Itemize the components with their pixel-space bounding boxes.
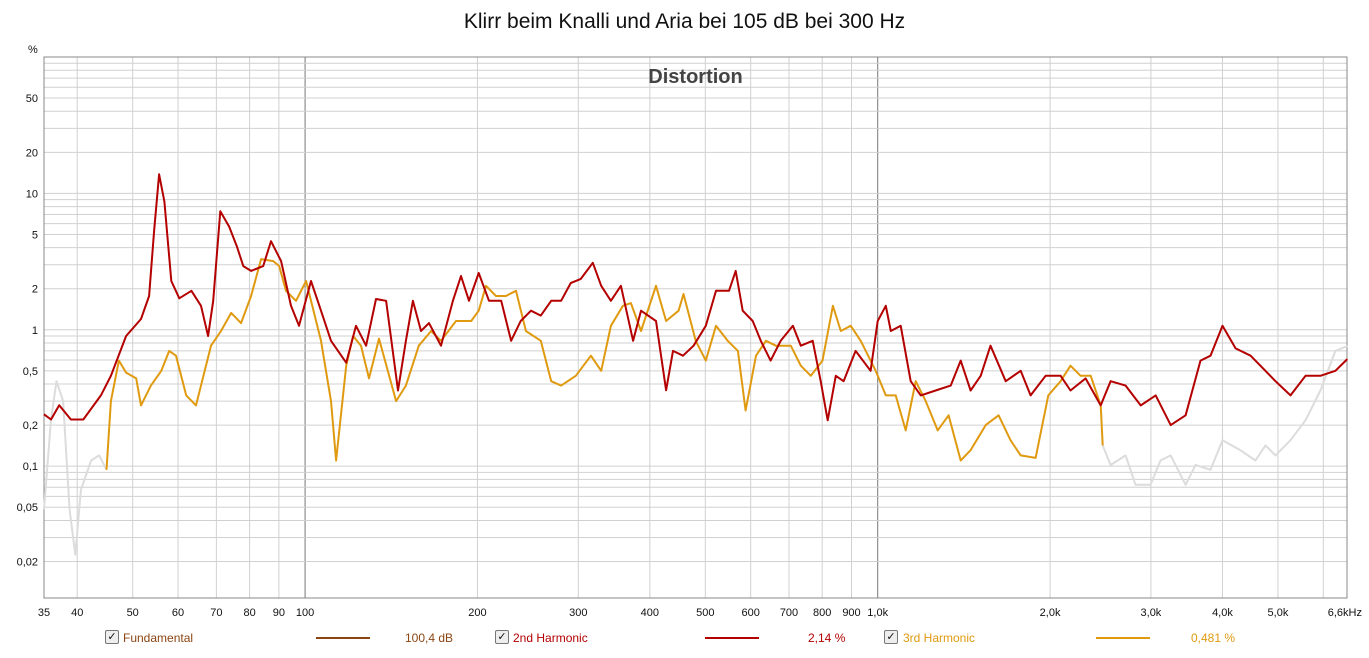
x-tick-label: 4,0k (1212, 607, 1233, 619)
x-tick-label: 90 (273, 607, 285, 619)
x-tick-label: 70 (210, 607, 222, 619)
legend-swatch-3rd-harmonic (1096, 637, 1150, 639)
x-tick-label: 800 (813, 607, 831, 619)
x-tick-label: 5,0k (1268, 607, 1289, 619)
y-axis-unit: % (28, 44, 38, 56)
y-tick-label: 0,05 (17, 502, 38, 514)
fundamental-checkbox[interactable]: ✓ (105, 630, 119, 644)
y-tick-label: 0,1 (23, 461, 38, 473)
x-tick-label: 400 (641, 607, 659, 619)
x-tick-label: 300 (569, 607, 587, 619)
plot-area (43, 56, 1348, 599)
legend-swatch-fundamental (316, 637, 370, 639)
y-tick-label: 0,2 (23, 420, 38, 432)
y-tick-label: 2 (32, 284, 38, 296)
legend-3rd-harmonic: 3rd Harmonic (903, 631, 976, 645)
y-tick-label: 0,5 (23, 366, 38, 378)
x-tick-label: 2,0k (1040, 607, 1061, 619)
x-tick-label: 500 (696, 607, 714, 619)
series-line-3rd-harmonic (105, 258, 1104, 470)
x-tick-label: 3,0k (1141, 607, 1162, 619)
x-tick-label: 1,0k (867, 607, 888, 619)
x-tick-label: 700 (780, 607, 798, 619)
fundamental-value: 100,4 dB (405, 631, 454, 645)
legend-fundamental: Fundamental (123, 631, 194, 645)
x-tick-label: 100 (296, 607, 314, 619)
x-tick-label: 35 (38, 607, 50, 619)
series-line-below-threshold-high (1101, 345, 1348, 486)
legend-2nd-harmonic: 2nd Harmonic (513, 631, 588, 645)
x-tick-label: 600 (741, 607, 759, 619)
3rd-harmonic-checkbox[interactable]: ✓ (884, 630, 898, 644)
x-tick-label: 80 (243, 607, 255, 619)
series-line-2nd-harmonic (43, 173, 1349, 427)
x-tick-label: 60 (172, 607, 184, 619)
chart-subtitle: Distortion (648, 66, 742, 88)
3rd-harmonic-value: 0,481 % (1191, 631, 1236, 645)
plot-border (43, 56, 1348, 599)
x-tick-label: 50 (127, 607, 139, 619)
y-tick-label: 10 (26, 188, 38, 200)
x-tick-label: 40 (71, 607, 83, 619)
y-tick-label: 5 (32, 229, 38, 241)
legend-swatch-2nd-harmonic (705, 637, 759, 639)
x-tick-label: 6,6kHz (1328, 607, 1362, 619)
x-tick-label: 200 (468, 607, 486, 619)
x-tick-label: 900 (842, 607, 860, 619)
y-tick-label: 20 (26, 147, 38, 159)
series-line-below-threshold-low (43, 380, 108, 556)
y-tick-label: 0,02 (17, 557, 38, 569)
chart-title: Klirr beim Knalli und Aria bei 105 dB be… (463, 10, 906, 33)
2nd-harmonic-value: 2,14 % (808, 631, 846, 645)
y-tick-label: 1 (32, 325, 38, 337)
2nd-harmonic-checkbox[interactable]: ✓ (495, 630, 509, 644)
y-tick-label: 50 (26, 93, 38, 105)
